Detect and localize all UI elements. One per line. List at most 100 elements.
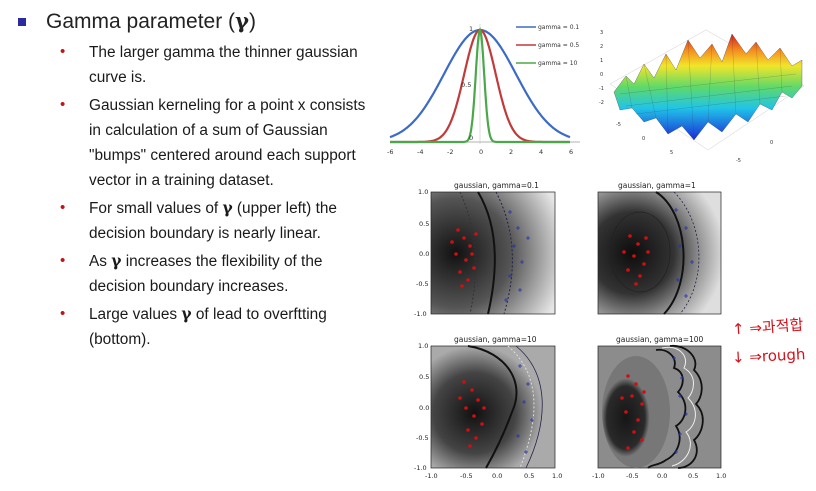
surface-plot-3d: 3 2 1 0 -1 -2 -5 0 5 -5 0: [599, 29, 805, 164]
y-tick: 0.0: [419, 250, 429, 258]
x-tick: 0.0: [657, 472, 667, 480]
x-tick: 6: [569, 148, 573, 156]
bullet-dot-icon: •: [60, 43, 66, 60]
gaussian-legend: gamma = 0.1 gamma = 0.5 gamma = 10: [516, 24, 579, 67]
y-tick: 0.0: [419, 404, 429, 412]
x-tick: 0.0: [492, 472, 502, 480]
bullet-item: • As γ increases the flexibility of the …: [60, 249, 370, 299]
z-tick: -1: [599, 86, 604, 92]
x-tick: -2: [447, 148, 453, 156]
x-tick: 0: [479, 148, 483, 156]
y-tick: 1.0: [418, 342, 428, 350]
panel-title: gaussian, gamma=0.1: [454, 181, 539, 190]
bullet-item: • Gaussian kerneling for a point x consi…: [60, 93, 370, 193]
svm-panel-gamma-10: gaussian, gamma=10 1.0 0.5 0.0 -0.5 -1.0: [414, 335, 562, 480]
title-symbol: γ: [235, 8, 249, 33]
surface-z-ticks: 3 2 1 0 -1 -2: [599, 30, 604, 106]
blue-class-points: [674, 208, 694, 298]
panel-x-ticks: -1.0 -0.5 0.0 0.5 1.0: [425, 472, 562, 480]
y-tick: -0.5: [416, 434, 429, 442]
bullet-item: • Large values γ of lead to overftting (…: [60, 302, 370, 352]
bullet-dot-icon: •: [60, 305, 66, 322]
x-tick: -1.0: [425, 472, 438, 480]
panel-title: gaussian, gamma=1: [618, 181, 696, 190]
y-tick: 0.5: [419, 220, 429, 228]
title-bullet-icon: [18, 18, 26, 26]
z-tick: 1: [600, 58, 603, 64]
x-tick: 1.0: [716, 472, 726, 480]
z-tick: 3: [600, 30, 603, 36]
base-tick: -5: [736, 158, 741, 164]
bullet-dot-icon: •: [60, 199, 66, 216]
x-tick: -4: [417, 148, 423, 156]
bullet-text: Gaussian kerneling for a point x consist…: [89, 97, 366, 189]
z-tick: 2: [600, 44, 603, 50]
svm-panel-gamma-100: gaussian, gamma=100 -1.0 -0.5 0.0 0.5 1.…: [592, 335, 726, 480]
bullet-text-post: (upper left) the decision boundary is ne…: [89, 200, 337, 242]
base-tick: 5: [670, 150, 673, 156]
bullet-text-pre: Large values: [89, 306, 182, 323]
red-class-points: [620, 374, 646, 450]
y-tick: -1.0: [414, 310, 427, 318]
slide-title: Gamma parameter (γ): [18, 8, 256, 34]
x-tick: 0.5: [524, 472, 534, 480]
x-tick: -6: [387, 148, 393, 156]
annotation-up: ↑ ⇒과적합: [731, 315, 804, 339]
red-class-points: [622, 234, 650, 286]
x-tick: 2: [509, 148, 513, 156]
base-tick: 0: [770, 140, 773, 146]
gaussian-curves-figure: 1 0.5 0 -6 -4 -2 0 2 4 6 gamma = 0.1 gam…: [387, 24, 580, 156]
x-tick: 0.5: [688, 472, 698, 480]
y-label-0: 0: [469, 134, 473, 142]
x-tick: 1.0: [552, 472, 562, 480]
x-tick: 4: [539, 148, 543, 156]
bullet-item: • The larger gamma the thinner gaussian …: [60, 40, 370, 90]
z-tick: 0: [600, 72, 603, 78]
x-tick: -1.0: [592, 472, 605, 480]
y-tick: 1.0: [418, 188, 428, 196]
gaussian-curve-gamma-10: [390, 27, 570, 144]
red-class-points: [458, 380, 486, 448]
svm-panel-gamma-0.1: gaussian, gamma=0.1 1.0 0.5 0.0 -0.5 -1.…: [414, 181, 556, 318]
svm-decision-boundary-figure: gaussian, gamma=0.1 1.0 0.5 0.0 -0.5 -1.…: [414, 181, 726, 480]
base-tick: -5: [616, 122, 621, 128]
y-label-1: 1: [469, 25, 473, 33]
bullet-text-post: of lead to overftting (bottom).: [89, 306, 327, 348]
surface-mesh: [613, 33, 803, 141]
y-tick: 0.5: [419, 373, 429, 381]
svm-panel-gamma-1: gaussian, gamma=1: [597, 181, 722, 315]
blue-class-points: [672, 356, 688, 454]
panel-x-ticks: -1.0 -0.5 0.0 0.5 1.0: [592, 472, 726, 480]
surface-base-ticks: -5 0 5 -5 0: [616, 122, 773, 164]
bullet-list: • The larger gamma the thinner gaussian …: [60, 40, 370, 355]
panel-y-ticks: 1.0 0.5 0.0 -0.5 -1.0: [414, 188, 429, 318]
panel-y-ticks: 1.0 0.5 0.0 -0.5 -1.0: [414, 342, 429, 472]
title-text: Gamma parameter (γ): [46, 8, 256, 34]
y-tick: -0.5: [416, 280, 429, 288]
legend-entry: gamma = 10: [538, 60, 578, 67]
y-label-0.5: 0.5: [461, 81, 471, 89]
bullet-text-pre: As: [89, 253, 112, 270]
bullet-text-post: increases the flexibility of the decisio…: [89, 253, 323, 295]
bullet-dot-icon: •: [60, 96, 66, 113]
panel-title: gaussian, gamma=100: [616, 335, 704, 344]
annotation-down: ↓ ⇒rough: [731, 345, 806, 367]
handwritten-annotation: ↑ ⇒과적합 ↓ ⇒rough: [731, 315, 806, 367]
z-tick: -2: [599, 100, 604, 106]
panel-title: gaussian, gamma=10: [454, 335, 537, 344]
bullet-item: • For small values of γ (upper left) the…: [60, 196, 370, 246]
base-tick: 0: [642, 136, 645, 142]
red-class-points: [450, 228, 478, 288]
gamma-symbol: γ: [181, 305, 192, 323]
surface-mesh-lines: [619, 33, 797, 141]
bullet-text: The larger gamma the thinner gaussian cu…: [89, 44, 358, 86]
blue-class-points: [516, 364, 534, 454]
blue-class-points: [504, 210, 530, 302]
bullet-dot-icon: •: [60, 252, 66, 269]
x-tick: -0.5: [460, 472, 473, 480]
legend-entry: gamma = 0.5: [538, 42, 579, 49]
legend-entry: gamma = 0.1: [538, 24, 579, 31]
x-tick: -0.5: [626, 472, 639, 480]
title-suffix: ): [248, 10, 256, 33]
